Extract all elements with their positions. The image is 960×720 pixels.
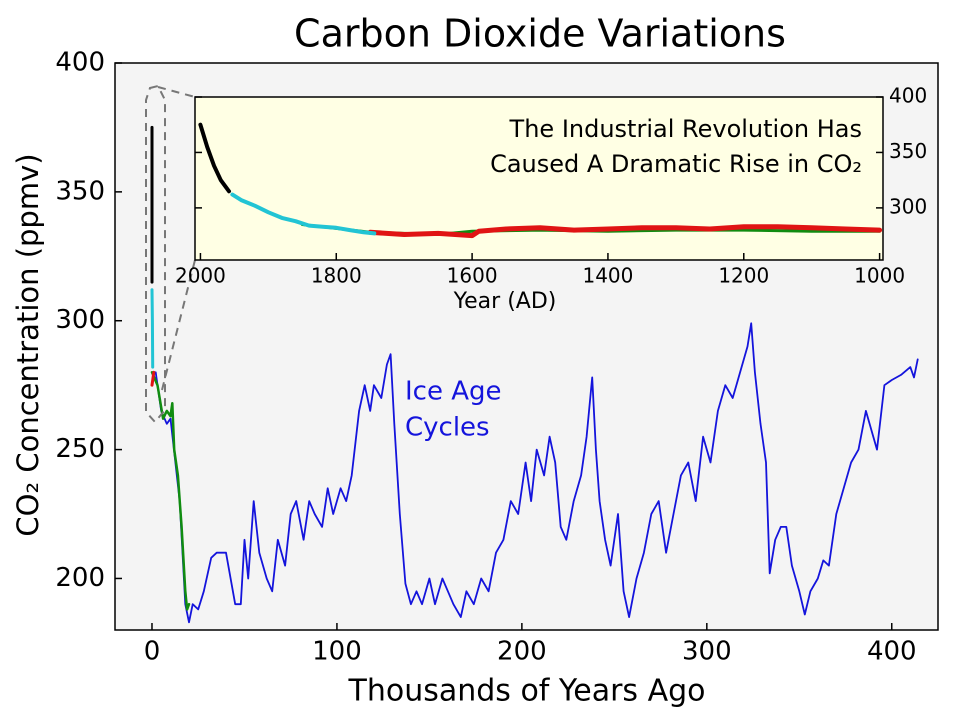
x-tick-label: 1800 [311, 264, 362, 288]
y-tick-label: 400 [889, 84, 927, 108]
y-axis-label: CO₂ Concentration (ppmv) [11, 153, 45, 536]
x-tick-label: 1000 [854, 264, 905, 288]
series-line [150, 288, 155, 369]
x-tick-label: 200 [497, 637, 547, 667]
y-tick-label: 400 [55, 48, 105, 78]
y-tick-label: 200 [55, 563, 105, 593]
series-line [230, 192, 377, 236]
x-tick-label: 1200 [718, 264, 769, 288]
annotation: The Industrial Revolution Has [509, 115, 862, 143]
x-tick-label: 1400 [582, 264, 633, 288]
main-chart: 0 100 200 300 400 200 250 300 350 400 Ice Age Cycle… [55, 48, 919, 667]
y-tick-label: 300 [55, 305, 105, 335]
y-tick-label: 250 [55, 434, 105, 464]
series-line [150, 370, 156, 387]
zoom-outline [145, 84, 166, 424]
annotation: Caused A Dramatic Rise in CO₂ [490, 150, 862, 178]
x-tick-label: 1600 [447, 264, 498, 288]
x-axis-label: Thousands of Years Ago [348, 674, 706, 709]
x-tick-label: 0 [144, 637, 161, 667]
inset-plot-area [194, 96, 884, 261]
inset-x-axis-label: Year (AD) [453, 289, 557, 314]
annotation: Ice Age [405, 377, 502, 407]
x-tick-label: 2000 [175, 264, 226, 288]
series-line [367, 224, 883, 239]
x-tick-label: 300 [682, 637, 732, 667]
series-line [198, 122, 231, 194]
chart-title: Carbon Dioxide Variations [294, 12, 786, 56]
series-line [154, 322, 919, 624]
y-tick-label: 300 [889, 194, 927, 218]
y-tick-label: 350 [889, 139, 927, 163]
annotation: Cycles [405, 413, 490, 443]
y-tick-label: 350 [55, 176, 105, 206]
x-tick-label: 400 [867, 637, 917, 667]
x-tick-label: 100 [312, 637, 362, 667]
inset-chart: 2000 1800 1600 1400 1200 1000 300 350 400 The Ind… [175, 84, 927, 288]
zoom-connector [157, 86, 196, 98]
